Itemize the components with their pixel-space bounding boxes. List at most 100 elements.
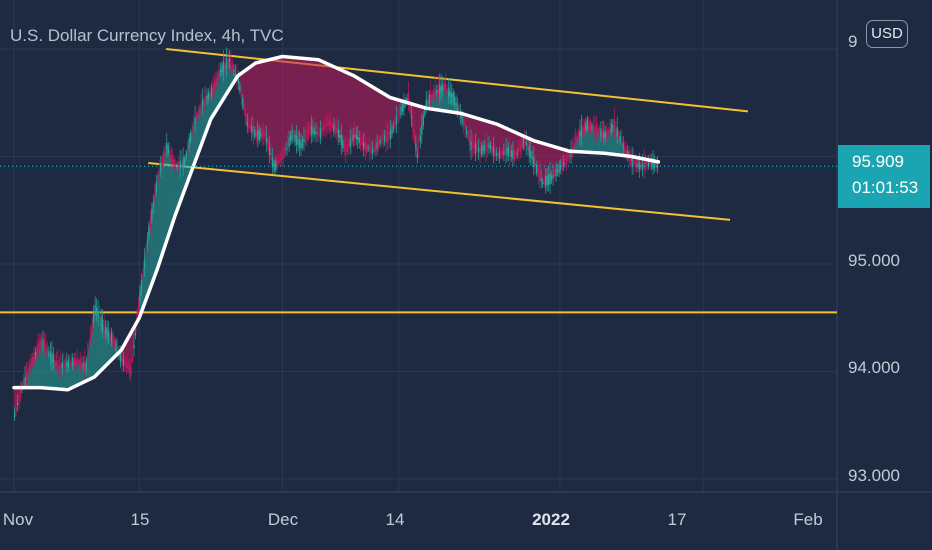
candle-body: [386, 131, 389, 142]
candle-body: [573, 144, 575, 148]
candle-body: [534, 163, 536, 168]
y-tick-label: 94.000: [848, 358, 900, 377]
candle-body: [531, 157, 533, 160]
candle-body: [178, 164, 180, 167]
candle-body: [639, 163, 641, 170]
candle-body: [145, 251, 147, 256]
currency-button[interactable]: USD: [866, 20, 908, 48]
candle-body: [254, 129, 256, 138]
candle-body: [46, 346, 49, 354]
candle-body: [357, 137, 359, 141]
candle-body: [539, 171, 541, 181]
candle-body: [427, 99, 429, 103]
candle-body: [430, 92, 432, 103]
candle-body: [367, 147, 369, 150]
cloud-segment: [372, 86, 381, 152]
candle-body: [201, 99, 204, 106]
candle-body: [650, 159, 653, 166]
candle-body: [652, 157, 654, 169]
candle-body: [309, 125, 311, 135]
candle-body: [288, 137, 290, 147]
candle-body: [440, 86, 442, 91]
candle-body: [631, 157, 633, 167]
candle-body: [492, 146, 495, 156]
candle-body: [57, 360, 59, 369]
candle-body: [483, 145, 486, 152]
candle-body: [67, 359, 69, 368]
candle-body: [212, 84, 214, 93]
candle-body: [443, 81, 445, 92]
candle-body: [63, 361, 65, 368]
candle-body: [354, 131, 356, 139]
candle-body: [431, 94, 433, 97]
candle-body: [633, 160, 635, 166]
candle-body: [166, 143, 168, 149]
candle-body: [14, 411, 16, 418]
y-tick-label: 93.000: [848, 466, 900, 485]
candle-body: [562, 161, 565, 166]
candle-body: [512, 150, 514, 159]
candle-body: [506, 147, 508, 155]
candle-body: [653, 160, 656, 168]
candle-body: [75, 358, 77, 365]
candle-body: [216, 73, 219, 82]
candle-body: [583, 123, 586, 133]
candle-body: [297, 139, 299, 145]
candle-body: [382, 134, 384, 145]
candle-body: [193, 122, 195, 126]
candle-body: [527, 144, 529, 151]
candle-body: [243, 108, 246, 111]
candle-body: [407, 93, 410, 102]
candle-body: [155, 182, 158, 192]
candle-body: [264, 129, 266, 141]
candle-body: [591, 124, 593, 129]
candle-body: [322, 128, 325, 132]
candle-body: [104, 326, 107, 334]
candle-body: [348, 144, 350, 148]
candle-body: [582, 125, 584, 134]
candle-body: [482, 144, 484, 154]
candle-body: [125, 363, 128, 369]
candle-body: [518, 149, 520, 153]
candle-body: [395, 117, 398, 124]
candle-body: [213, 80, 216, 90]
candle-body: [559, 165, 562, 170]
candle-body: [461, 113, 463, 124]
candle-body: [437, 84, 439, 96]
candle-body: [428, 94, 430, 104]
candle-body: [501, 151, 504, 156]
candle-body: [400, 106, 402, 115]
candle-body: [577, 133, 580, 137]
candle-body: [422, 116, 425, 126]
candle-body: [64, 359, 67, 370]
candle-body: [121, 356, 123, 366]
candle-body: [373, 146, 375, 153]
cloud-segment: [318, 59, 328, 135]
candle-body: [122, 359, 125, 366]
candle-body: [457, 104, 459, 112]
candle-body: [251, 126, 253, 134]
candle-body: [448, 87, 450, 97]
candle-body: [546, 176, 548, 186]
candle-body: [446, 88, 448, 92]
candle-body: [565, 158, 568, 162]
candle-body: [330, 120, 332, 132]
candle-body: [495, 152, 498, 157]
candle-body: [312, 128, 314, 135]
candle-body: [94, 305, 96, 309]
candle-body: [103, 325, 105, 332]
candle-body: [421, 124, 423, 135]
candle-body: [215, 78, 217, 84]
candle-body: [78, 360, 80, 364]
candle-body: [146, 240, 149, 245]
candle-body: [249, 126, 251, 130]
candle-body: [161, 156, 163, 167]
candle-body: [543, 180, 545, 185]
candle-body: [521, 144, 523, 148]
candle-body: [500, 153, 502, 157]
candle-body: [467, 134, 469, 140]
candle-body: [656, 162, 659, 169]
candle-body: [176, 165, 178, 168]
candle-body: [540, 178, 542, 181]
